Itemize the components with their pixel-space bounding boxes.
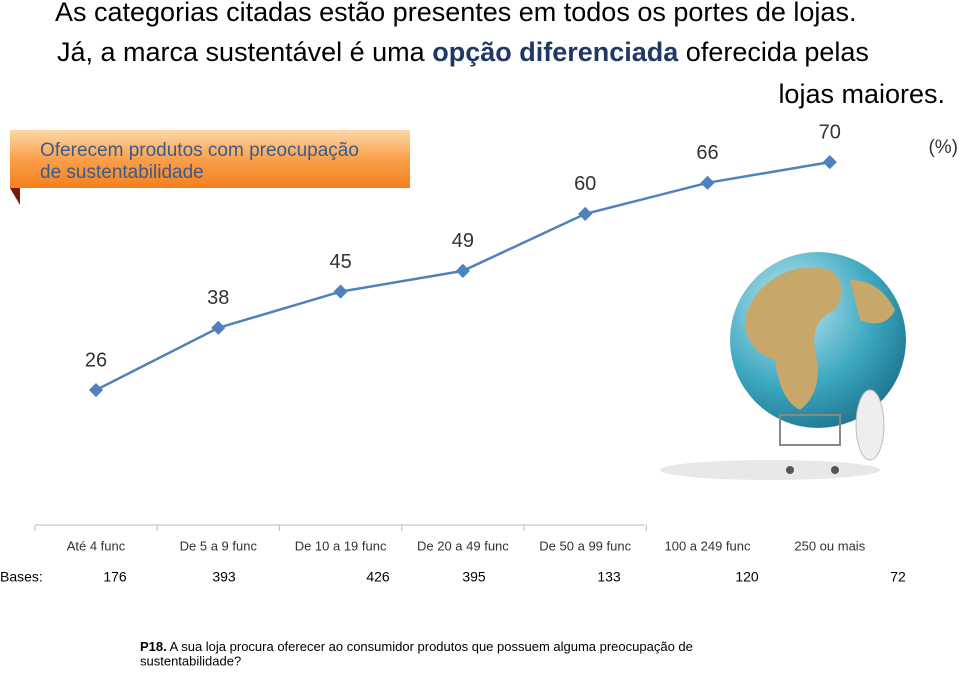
x-tick-label: De 50 a 99 func [539, 538, 631, 553]
globe-illustration [660, 252, 906, 480]
x-tick-label: Até 4 func [67, 538, 126, 553]
data-label: 38 [207, 287, 229, 309]
plot: 26 38 45 49 60 66 70 Até 4 func De 5 a 9 func De … [0, 121, 906, 584]
x-tick-label: De 20 a 49 func [417, 538, 509, 553]
footnote-line: P18. A sua loja procura oferecer ao cons… [140, 639, 693, 654]
data-label: 66 [696, 142, 718, 164]
badge-text: de sustentabilidade [40, 162, 204, 183]
base-value: 133 [597, 569, 621, 585]
bases-label: Bases: [0, 569, 43, 585]
unit-label: (%) [928, 137, 958, 158]
badge [10, 130, 410, 188]
title-bold: opção diferenciada [432, 37, 679, 67]
data-point [700, 175, 715, 190]
base-value: 426 [366, 569, 390, 585]
data-label: 45 [329, 251, 351, 273]
badge-tail [10, 188, 20, 205]
base-value: 120 [735, 569, 759, 585]
badge-text: Oferecem produtos com preocupação [40, 140, 359, 161]
footnote-text: A sua loja procura oferecer ao consumido… [170, 639, 693, 654]
x-tick-label: De 5 a 9 func [180, 538, 258, 553]
data-label: 60 [574, 173, 596, 195]
data-label: 70 [819, 121, 841, 143]
base-value: 395 [462, 569, 486, 585]
data-label: 26 [85, 349, 107, 371]
title-line: Já, a marca sustentável é uma opção dife… [57, 37, 869, 67]
data-point [455, 263, 470, 278]
x-tick-label: 250 ou mais [794, 538, 865, 553]
title-part: Já, a marca sustentável é uma [57, 37, 426, 67]
title-line: lojas maiores. [778, 79, 945, 109]
data-point [822, 155, 837, 170]
data-point [333, 284, 348, 299]
x-tick-label: De 10 a 19 func [295, 538, 387, 553]
base-value: 176 [103, 569, 127, 585]
data-point [88, 382, 104, 398]
base-value: 72 [890, 569, 906, 585]
x-tick-label: 100 a 249 func [664, 538, 751, 553]
header: As categorias citadas estão presentes em… [55, 0, 945, 109]
data-point [211, 320, 226, 335]
footnote-code: P18. [140, 639, 167, 654]
data-label: 49 [452, 230, 474, 252]
footnote: P18. A sua loja procura oferecer ao cons… [140, 639, 693, 668]
base-value: 393 [212, 569, 236, 585]
data-point [578, 206, 593, 221]
title-line: As categorias citadas estão presentes em… [55, 0, 856, 27]
footnote-line: sustentabilidade? [140, 653, 241, 668]
title-part: oferecida pelas [686, 37, 869, 67]
